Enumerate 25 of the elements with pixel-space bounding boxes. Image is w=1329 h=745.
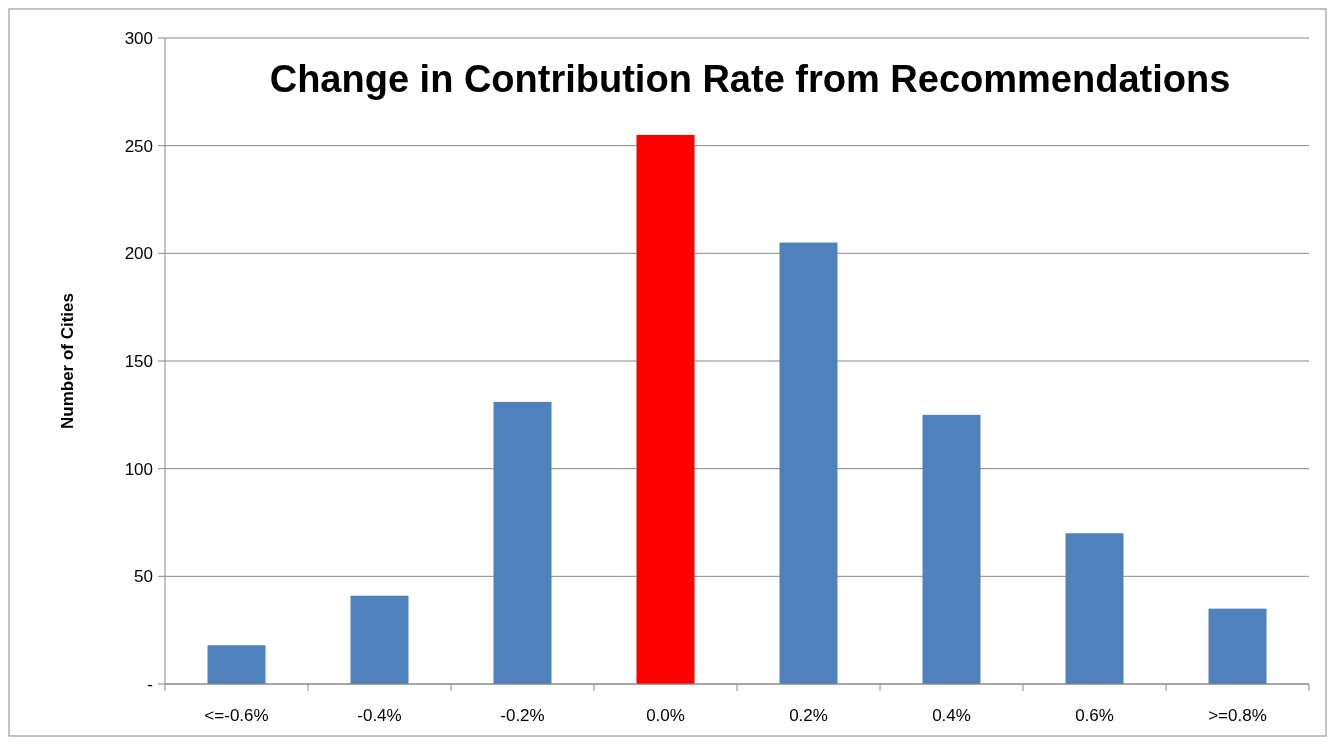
x-tick-label: 0.4% <box>932 706 971 725</box>
x-tick-label: -0.2% <box>500 706 545 725</box>
x-tick-label: 0.2% <box>789 706 828 725</box>
bar <box>636 134 695 684</box>
bar <box>1065 533 1124 684</box>
bar <box>779 242 838 684</box>
bar <box>922 414 981 684</box>
bar <box>1208 608 1267 684</box>
y-tick-label: - <box>147 674 153 694</box>
bar <box>350 595 409 684</box>
y-tick-label: 50 <box>134 567 153 587</box>
y-tick-label: 250 <box>124 136 153 156</box>
bar <box>493 401 552 684</box>
y-tick-label: 150 <box>124 351 153 371</box>
x-tick-label: -0.4% <box>357 706 402 725</box>
y-tick-label: 100 <box>124 459 153 479</box>
x-tick-label: 0.0% <box>646 706 685 725</box>
text: Change in Contribution Rate from Recommendations <box>269 58 1231 100</box>
x-tick-label: >=0.8% <box>1208 706 1267 725</box>
x-tick-label: 0.6% <box>1075 706 1114 725</box>
y-tick-label: 200 <box>124 244 153 264</box>
y-tick-label: 300 <box>124 28 153 48</box>
y-axis-title: Number of Cities <box>58 292 77 430</box>
x-tick-label: <=-0.6% <box>204 706 269 725</box>
bar <box>207 645 266 684</box>
